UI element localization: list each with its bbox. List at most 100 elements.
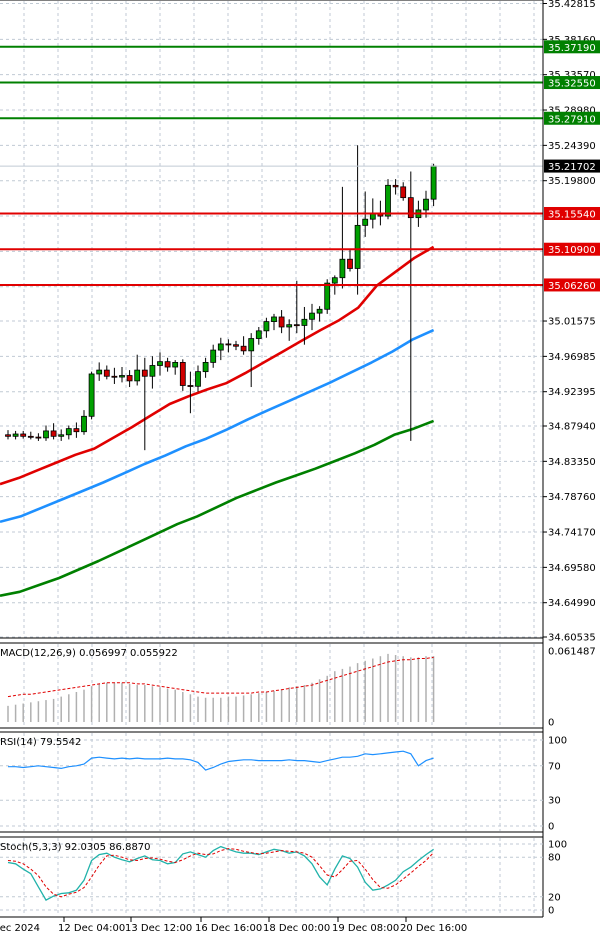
candle-bull [172,362,179,368]
macd-panel-label: MACD(12,26,9) 0.056997 0.055922 [0,648,178,659]
rsi-tick-label: 70 [548,761,561,772]
candle-bull [157,361,163,366]
macd-signal-line [7,656,434,698]
time-axis-label: 16 Dec 16:00 [195,923,262,934]
candle-bear [164,361,171,368]
price-level-tag [544,111,600,125]
time-axis-label: 19 Dec 08:00 [332,923,399,934]
candle-bull [331,277,338,284]
time-axis-label: Dec 2024 [0,923,40,934]
price-tick-label: 34.69580 [548,563,596,574]
price-tick-label: 34.60535 [548,633,596,644]
candle-bear [179,362,186,386]
price-level-tag [544,40,600,54]
candle-bear [400,186,407,199]
candle-bull [271,316,277,322]
macd-tick-label: 0 [548,718,554,729]
candle-bull [195,371,201,387]
candle-bull [430,165,437,200]
moving-average-green [0,419,435,597]
rsi-tick-label: 0 [548,822,554,833]
candle-bull [149,365,156,377]
time-axis-label: 18 Dec 00:00 [263,923,330,934]
price-tick-label: 34.96985 [548,352,596,363]
candle-bull [339,258,346,279]
candle-bull [316,308,323,314]
candle-bull [202,362,209,373]
price-tick-label: 34.78760 [548,492,596,503]
price-level-label: 35.15540 [548,209,596,220]
candle-bull [385,184,391,217]
candle-bull [65,428,72,436]
price-tick-label: 35.19800 [548,176,596,187]
candle-bull [217,343,224,351]
time-axis-label: 12 Dec 04:00 [58,923,125,934]
candle-bull [301,318,308,326]
candle-bear [126,375,133,382]
price-tick-label: 34.74170 [548,528,596,539]
candle-bull [369,213,376,220]
time-axis-label: 20 Dec 16:00 [400,923,467,934]
candle-bear [73,428,80,433]
candle-bear [50,430,57,437]
moving-average-red [0,245,435,486]
candle-bear [240,345,247,352]
candle-bull [248,338,255,352]
candle-bull [362,218,369,226]
price-level-tag [544,242,600,256]
price-level-label: 35.06260 [548,281,596,292]
stoch-tick-label: 0 [548,906,554,917]
current-price-label: 35.21702 [548,162,596,173]
rsi-tick-label: 100 [548,736,567,747]
current-price-tag [544,159,600,173]
price-level-label: 35.27910 [548,114,596,125]
candle-bull [263,321,270,332]
candle-bear [35,436,42,439]
price-tick-label: 35.01575 [548,317,596,328]
price-tick-label: 34.92395 [548,387,596,398]
rsi-tick-label: 30 [548,796,561,807]
candle-bull [58,434,65,437]
price-level-tag [544,76,600,90]
candle-bull [96,369,103,375]
candle-bull [12,433,19,437]
candle-bear [293,324,300,327]
candle-bull [134,369,141,382]
candle-bear [5,434,11,437]
stoch-d-line [7,848,434,898]
price-tick-label: 34.64990 [548,598,596,609]
stoch-k-line [7,845,434,901]
candle-bear [407,197,414,219]
candle-bear [20,433,27,437]
candle-bear [103,369,110,377]
price-level-tag [544,278,600,292]
rsi-line [8,750,434,771]
candle-bear [141,369,148,377]
candle-bear [347,258,353,269]
moving-average-blue [0,328,435,524]
price-tick-label: 35.24390 [548,141,596,152]
candle-bull [309,312,315,320]
candle-bull [210,349,217,363]
candle-bull [43,430,49,439]
stoch-tick-label: 80 [548,853,561,864]
candle-bear [225,343,232,346]
candle-bull [119,375,125,378]
candle-bear [27,435,34,438]
stoch-tick-label: 100 [548,840,567,851]
price-level-label: 35.10900 [548,245,596,256]
candle-bull [286,324,293,328]
candle-bull [423,198,429,211]
price-level-tag [544,206,600,220]
candle-bull [324,282,331,310]
rsi-panel-label: RSI(14) 79.5542 [0,737,81,748]
macd-tick-label: 0.061487 [548,647,596,658]
price-tick-label: 35.33570 [548,70,596,81]
candle-bear [233,344,239,347]
price-level-label: 35.37190 [548,43,596,54]
price-tick-label: 34.83350 [548,457,596,468]
price-level-label: 35.32550 [548,79,596,90]
price-tick-label: 35.42815 [548,0,596,10]
